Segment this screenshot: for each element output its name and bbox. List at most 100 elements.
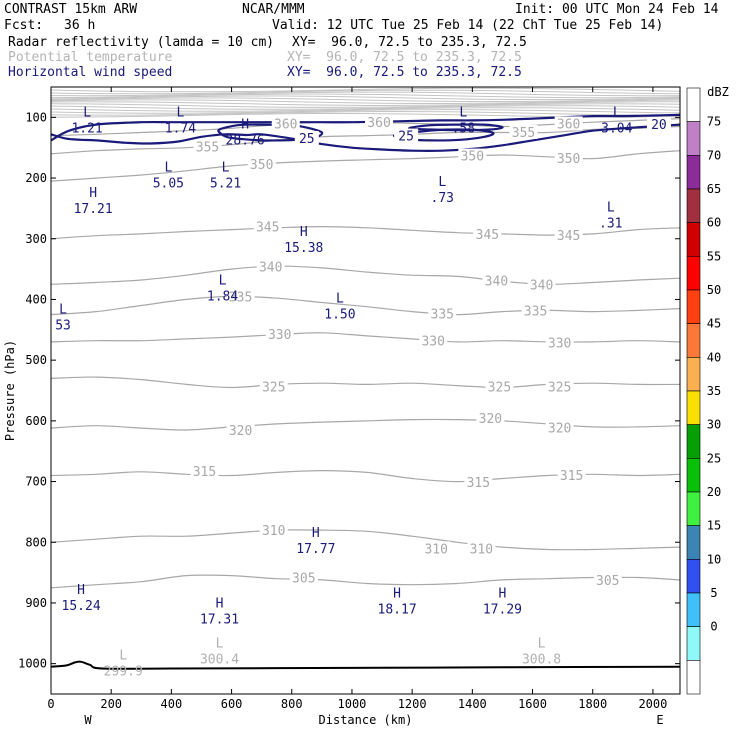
theta-contour-305	[50, 574, 681, 589]
extremum-L-value-13: 53	[55, 319, 71, 334]
extremum-L-letter-5: L	[164, 161, 172, 176]
field-3-xy: XY= 96.0, 72.5 to 235.3, 72.5	[287, 65, 522, 80]
theta-label-335-1: 335	[431, 307, 454, 322]
theta-label-bg-345-1	[473, 226, 502, 241]
theta-label-310-0: 310	[262, 524, 285, 539]
upper-isentrope-1	[50, 89, 681, 95]
y-tick-label-600: 600	[25, 414, 47, 428]
extremum-L-value-4: 3.04	[601, 121, 632, 136]
theta-label-bg-360-0	[271, 116, 300, 131]
theta-label-310-1: 310	[424, 542, 447, 557]
y-tick-label-900: 900	[25, 596, 47, 610]
extremum-H-letter-2: H	[241, 118, 249, 133]
colorbar-box-7	[686, 323, 701, 358]
forecast-hours: 36 h	[64, 18, 96, 33]
contour-labels: 305 305 310 310 310 315 315 315 320 320 320 325 325 3…	[55, 105, 671, 680]
extremum-H-value-15: 15.24	[62, 599, 101, 614]
theta-label-345-1: 345	[476, 228, 499, 243]
theta-label-330-2: 330	[548, 337, 571, 352]
extremum-L-value-9: .31	[599, 217, 622, 232]
x-tick-label-2000: 2000	[638, 697, 667, 711]
upper-isentrope-9	[50, 105, 681, 110]
theta-label-bg-325-0	[259, 379, 288, 394]
theta-label-355-1: 355	[512, 126, 535, 141]
theta-label-320-2: 320	[548, 422, 571, 437]
theta-label-bg-310-1	[422, 541, 451, 556]
extremum-L-value-1: 1.74	[165, 121, 196, 136]
extremum-L-value-0: 1.21	[71, 121, 102, 136]
theta-label-bg-340-1	[482, 273, 511, 288]
wind-contour-20-1	[50, 123, 681, 152]
theta-contour-330	[50, 332, 681, 343]
y-tick-label-100: 100	[25, 110, 47, 124]
extremum-L-value-5: 5.05	[153, 177, 184, 192]
theta-label-360-0: 360	[274, 117, 297, 132]
theta-label-350-0: 350	[250, 158, 273, 173]
theta-label-bg-330-2	[545, 335, 574, 350]
theta-label-bg-355-1	[509, 124, 538, 139]
theta-label-335-0: 335	[229, 290, 252, 305]
theta-label-bg-345-2	[554, 228, 583, 243]
theta-label-315-1: 315	[467, 476, 490, 491]
colorbar-box-15	[686, 592, 701, 627]
theta-label-345-0: 345	[256, 221, 279, 236]
upper-isentrope-10	[50, 107, 681, 112]
upper-level-contour-band	[50, 87, 681, 118]
y-tick-label-500: 500	[25, 353, 47, 367]
x-tick-label-800: 800	[281, 697, 303, 711]
theta-label-360-2: 360	[557, 117, 580, 132]
field-3-name: Horizontal wind speed	[8, 65, 173, 80]
extremum-H-value-17: 18.17	[378, 603, 417, 618]
theta-label-bg-345-0	[253, 219, 282, 234]
valid-time: Valid: 12 UTC Tue 25 Feb 14 (22 ChT Tue …	[272, 18, 664, 33]
theta-contour-320	[50, 418, 681, 431]
theta-label-bg-350-0	[247, 157, 276, 172]
theta-label-bg-310-2	[467, 541, 496, 556]
extremum-H-letter-7: H	[89, 186, 97, 201]
extremum-L-letter-21: L	[538, 637, 546, 652]
theta-label-bg-310-0	[259, 523, 288, 538]
extremum-L-value-20: 300.4	[200, 653, 239, 668]
upper-isentrope-2	[50, 91, 680, 97]
upper-isentrope-4	[50, 95, 681, 101]
extremum-L-value-21: 300.8	[522, 653, 561, 668]
theta-label-330-0: 330	[268, 328, 291, 343]
theta-contour-345	[50, 225, 681, 240]
extremum-L-value-19: 299.9	[104, 665, 143, 680]
colorbar-unit: dBZ	[707, 85, 729, 99]
theta-label-bg-335-2	[521, 303, 550, 318]
x-tick-label-600: 600	[221, 697, 243, 711]
theta-label-340-2: 340	[530, 278, 553, 293]
theta-label-bg-350-1	[458, 148, 487, 163]
x-tick-label-200: 200	[100, 697, 122, 711]
theta-label-335-2: 335	[524, 304, 547, 319]
colorbar-level-35: 35	[707, 384, 721, 398]
extremum-H-value-2: 28.76	[226, 134, 265, 149]
extremum-H-value-10: 15.38	[284, 241, 323, 256]
extremum-H-letter-10: H	[300, 225, 308, 240]
extremum-L-letter-0: L	[83, 105, 91, 120]
theta-contour-350	[50, 150, 681, 182]
extremum-L-letter-4: L	[613, 105, 621, 120]
colorbar-level-20: 20	[707, 485, 721, 499]
field-2-name: Potential temperature	[8, 50, 173, 65]
upper-isentrope-12	[50, 110, 681, 116]
y-tick-label-700: 700	[25, 475, 47, 489]
x-end-label-west: W	[84, 713, 92, 727]
theta-label-bg-305-0	[289, 570, 318, 585]
theta-label-bg-355-0	[193, 139, 222, 154]
y-tick-label-1000: 1000	[18, 657, 47, 671]
colorbar-box-14	[686, 559, 701, 594]
colorbar-box-12	[686, 491, 701, 526]
upper-isentrope-8	[50, 103, 681, 108]
colorbar-level-30: 30	[707, 418, 721, 432]
theta-label-360-1: 360	[367, 116, 390, 131]
theta-label-bg-325-2	[545, 379, 574, 394]
colorbar-level-5: 5	[710, 586, 717, 600]
theta-label-345-2: 345	[557, 229, 580, 244]
wind-label-bg-25-2-0	[294, 130, 319, 145]
theta-label-bg-330-0	[265, 327, 294, 342]
extremum-L-value-11: 1.84	[207, 290, 238, 305]
colorbar-box-8	[686, 357, 701, 392]
